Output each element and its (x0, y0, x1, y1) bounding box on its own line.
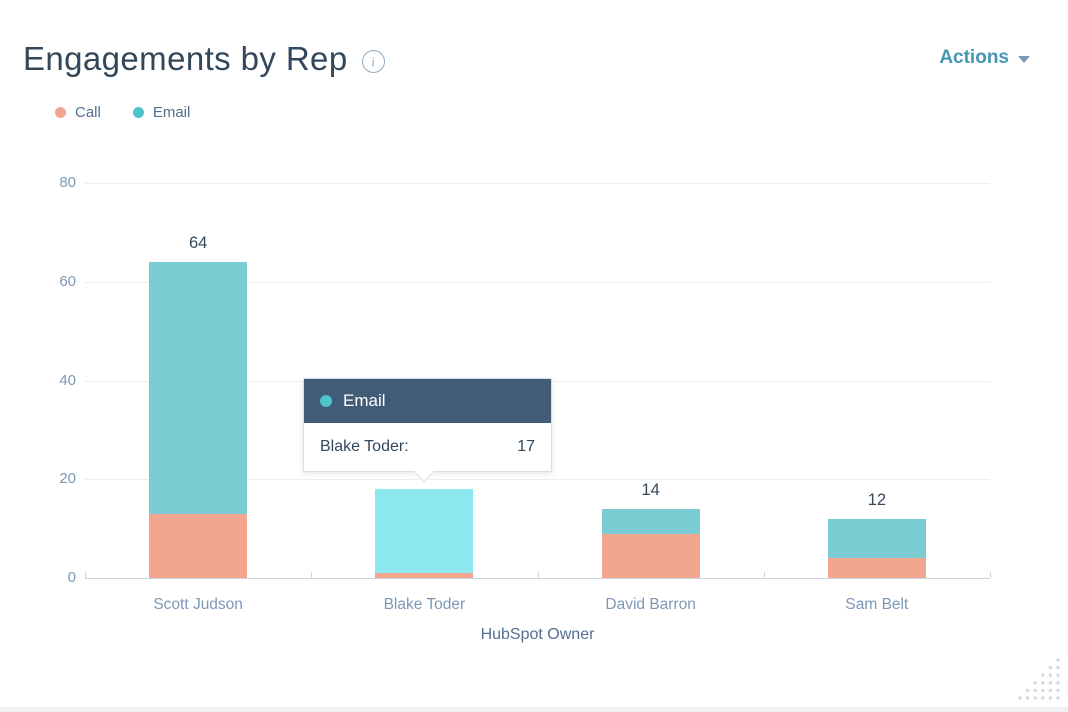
email-series-dot-icon (320, 395, 332, 407)
bar-david-barron-call[interactable] (601, 533, 700, 578)
email-color-dot (132, 107, 144, 118)
bar-blake-toder-email[interactable] (375, 489, 474, 574)
y-tick-label: 0 (67, 569, 76, 586)
legend-label-email: Email (152, 104, 191, 121)
x-category-label: Blake Toder (383, 596, 466, 613)
x-axis-tick (537, 572, 539, 578)
x-axis-tick (85, 572, 86, 578)
legend-item-call[interactable]: Call (55, 104, 101, 121)
bar-david-barron-email[interactable] (601, 508, 700, 534)
chart-legend: Call Email (55, 104, 190, 121)
x-axis-tick (311, 572, 313, 578)
x-category-label: Sam Belt (845, 596, 909, 613)
x-axis-tick (763, 572, 765, 578)
tooltip-value: 17 (517, 438, 535, 455)
call-color-dot (55, 107, 66, 118)
chevron-down-icon (1018, 56, 1030, 63)
tooltip-label: Blake Toder: (320, 438, 409, 455)
y-tick-label: 40 (59, 371, 76, 389)
actions-menu-button[interactable]: Actions (939, 47, 1030, 69)
x-axis-line (85, 578, 990, 579)
bar-scott-judson-email[interactable] (149, 262, 248, 514)
y-tick-label: 60 (59, 272, 76, 290)
bar-total-label: 12 (867, 490, 887, 509)
corner-dots-decoration (1018, 658, 1060, 700)
gridline (85, 479, 990, 481)
page-title: Engagements by Rep (23, 40, 348, 77)
bar-total-label: 64 (188, 234, 208, 252)
bar-total-label: 14 (641, 480, 660, 499)
bar-scott-judson-call[interactable] (149, 513, 248, 578)
tooltip-body: Blake Toder: 17 (304, 423, 551, 471)
actions-label: Actions (939, 47, 1009, 68)
legend-label-call: Call (75, 104, 101, 121)
bottom-border (0, 707, 1068, 712)
legend-item-email[interactable]: Email (132, 104, 191, 121)
tooltip-header: Email (304, 379, 551, 423)
bar-blake-toder-call[interactable] (375, 573, 474, 578)
gridline (85, 183, 990, 184)
x-axis-title: HubSpot Owner (480, 626, 595, 643)
bar-sam-belt-call[interactable] (827, 558, 926, 578)
info-icon[interactable]: i (361, 49, 385, 73)
x-axis-tick (990, 572, 991, 578)
bar-sam-belt-email[interactable] (827, 518, 926, 559)
gridline (85, 281, 990, 283)
y-tick-label: 80 (59, 174, 76, 191)
x-category-label: David Barron (605, 596, 696, 613)
chart-tooltip: Email Blake Toder: 17 (303, 378, 552, 482)
y-tick-label: 20 (59, 470, 76, 488)
report-header: Engagements by Rep i (23, 40, 385, 78)
tooltip-series-name: Email (343, 391, 386, 410)
x-category-label: Scott Judson (153, 596, 243, 613)
